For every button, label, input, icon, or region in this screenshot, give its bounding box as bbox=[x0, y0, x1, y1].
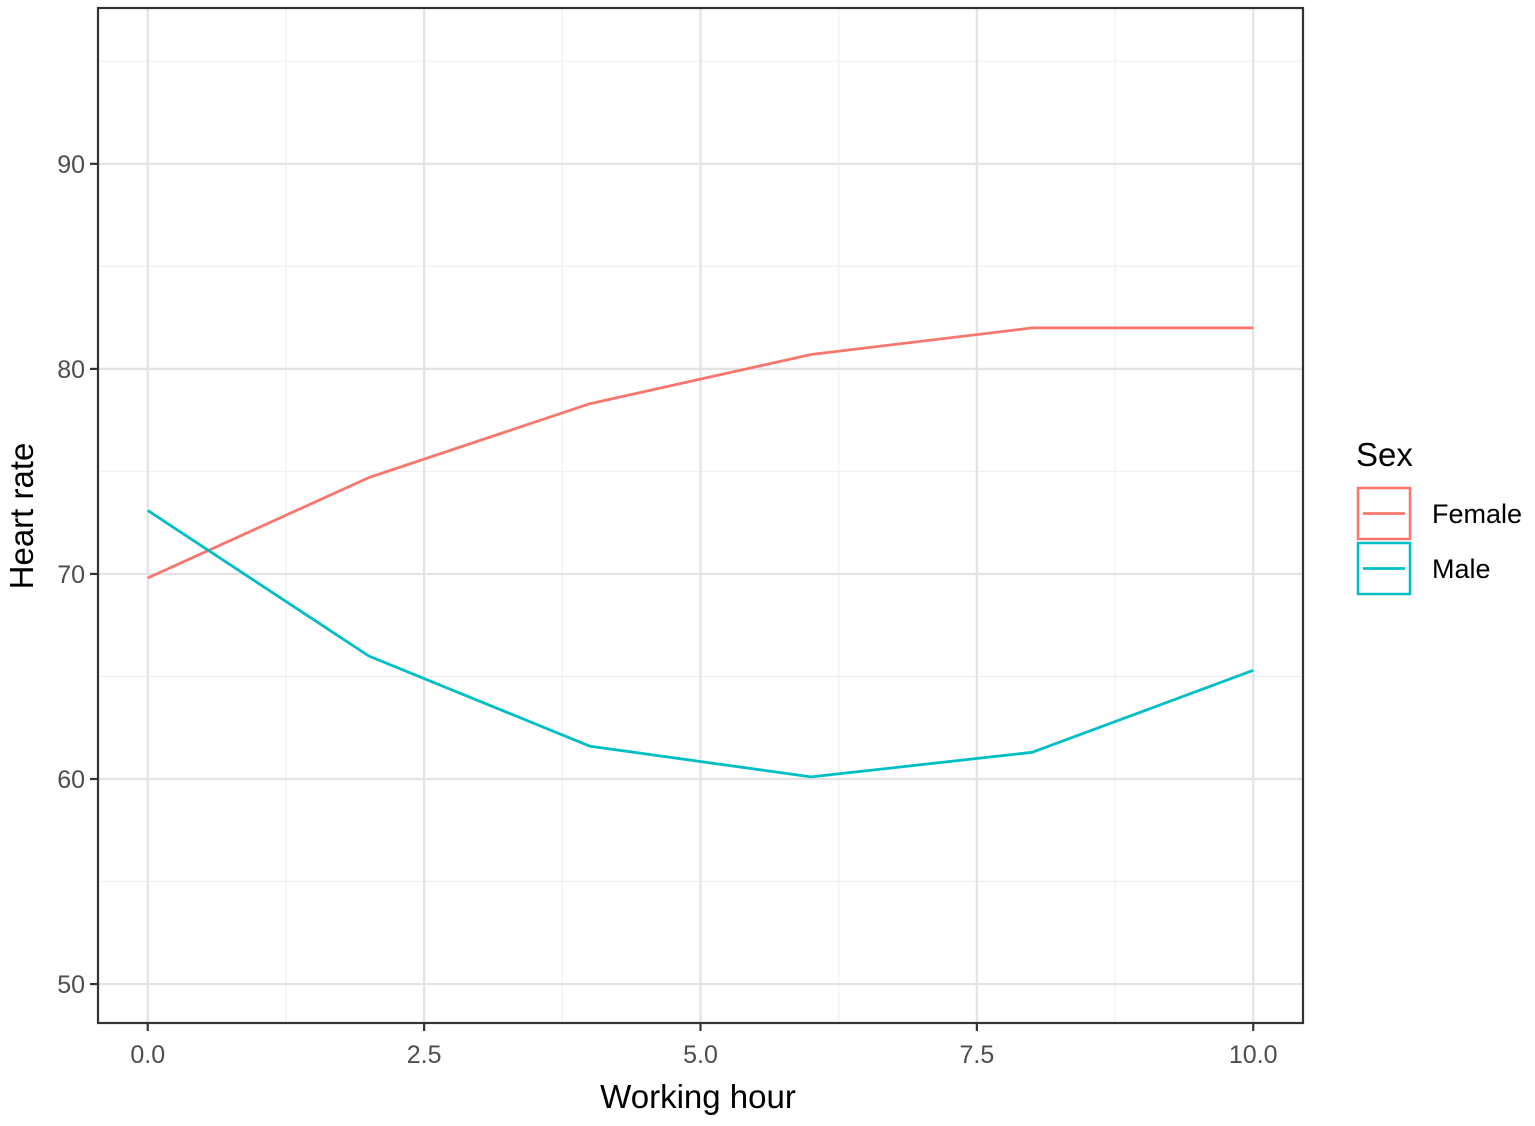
x-tick-label: 10.0 bbox=[1229, 1041, 1278, 1069]
y-tick-label: 90 bbox=[57, 151, 85, 179]
x-tick-label: 7.5 bbox=[959, 1041, 994, 1069]
legend-key-male bbox=[1356, 541, 1412, 596]
x-axis-title: Working hour bbox=[600, 1078, 796, 1115]
axis-ticks bbox=[90, 162, 1255, 1031]
legend-items: Female Male bbox=[1356, 486, 1522, 596]
series-line-male bbox=[146, 509, 1254, 779]
x-tick-label: 0.0 bbox=[130, 1041, 165, 1069]
legend-key-female bbox=[1356, 486, 1412, 541]
legend-label-female: Female bbox=[1432, 499, 1522, 529]
x-axis-tick-labels: 0.0 2.5 5.0 7.5 10.0 bbox=[130, 1041, 1277, 1069]
x-tick-label: 2.5 bbox=[407, 1041, 442, 1069]
y-tick-label: 50 bbox=[57, 971, 85, 999]
y-tick-label: 70 bbox=[57, 561, 85, 589]
x-tick-label: 5.0 bbox=[683, 1041, 718, 1069]
legend: Sex Female Male bbox=[1356, 436, 1522, 596]
legend-label-male: Male bbox=[1432, 554, 1491, 584]
series-lines bbox=[146, 326, 1254, 779]
major-gridlines bbox=[98, 8, 1303, 1023]
y-tick-label: 60 bbox=[57, 766, 85, 794]
y-tick-label: 80 bbox=[57, 356, 85, 384]
y-axis-title: Heart rate bbox=[3, 443, 40, 590]
series-line-female bbox=[147, 326, 1254, 580]
legend-title: Sex bbox=[1356, 436, 1413, 473]
y-axis-tick-labels: 50 60 70 80 90 bbox=[57, 151, 85, 999]
